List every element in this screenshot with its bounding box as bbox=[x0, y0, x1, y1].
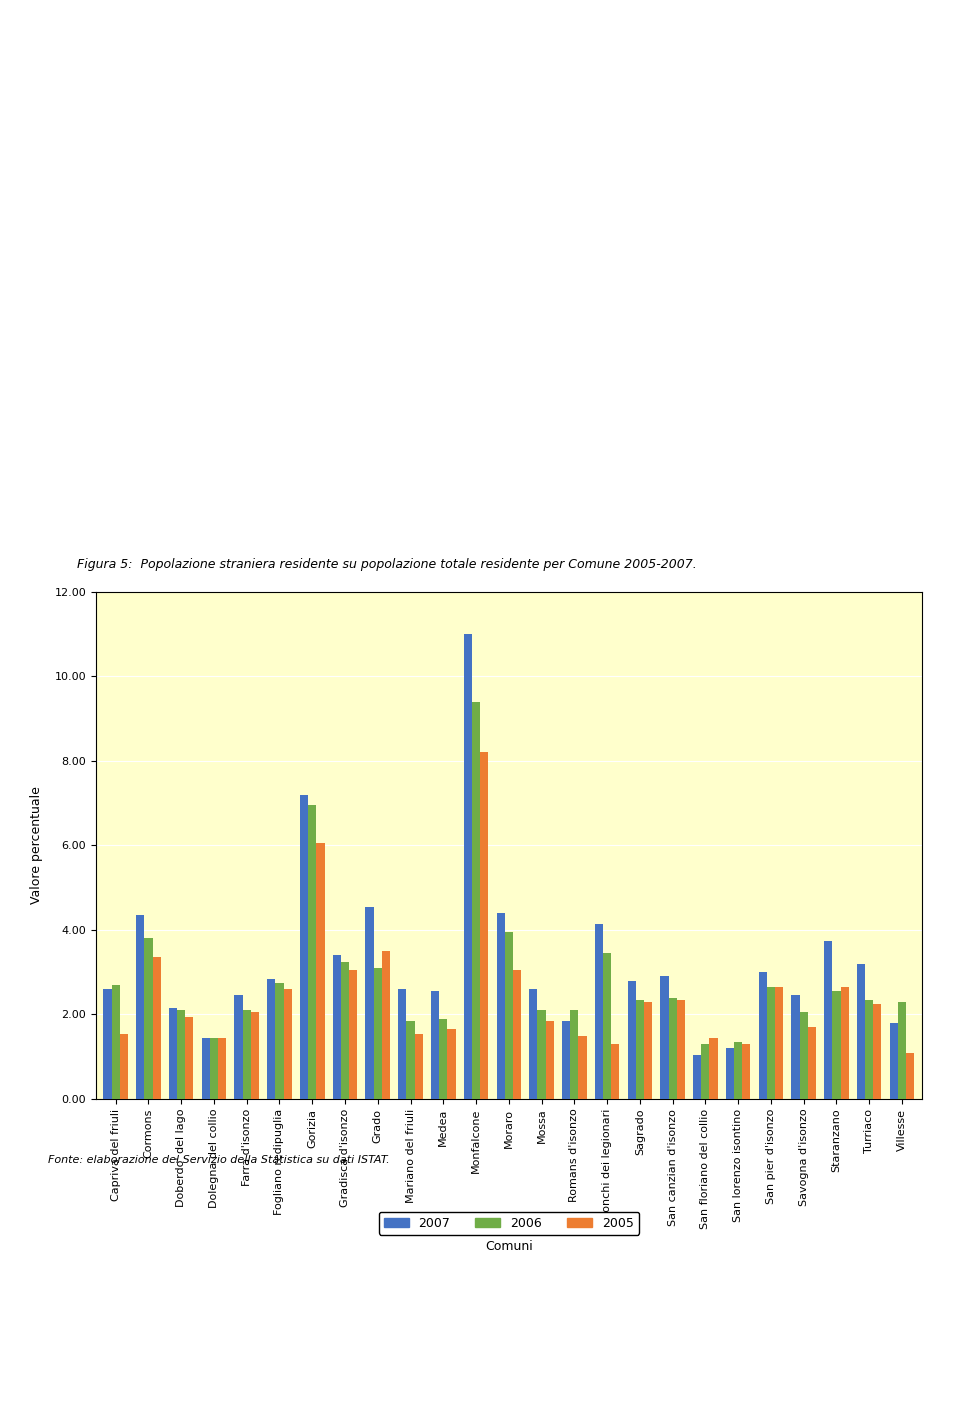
Bar bbox=[800, 1012, 807, 1099]
Bar bbox=[701, 1044, 709, 1099]
X-axis label: Comuni: Comuni bbox=[485, 1240, 533, 1253]
Bar bbox=[177, 1010, 185, 1099]
Bar bbox=[628, 981, 636, 1099]
Bar bbox=[636, 1000, 644, 1099]
Bar bbox=[464, 634, 472, 1099]
Bar bbox=[349, 969, 357, 1099]
Bar bbox=[341, 961, 349, 1099]
Bar bbox=[660, 976, 668, 1099]
Bar bbox=[906, 1053, 914, 1099]
Bar bbox=[734, 1043, 742, 1099]
Bar bbox=[373, 968, 382, 1099]
Bar bbox=[243, 1010, 251, 1099]
Bar bbox=[758, 972, 767, 1099]
Bar bbox=[538, 1010, 545, 1099]
Bar bbox=[865, 1000, 874, 1099]
Bar bbox=[283, 989, 292, 1099]
Bar bbox=[709, 1037, 718, 1099]
Bar bbox=[382, 951, 390, 1099]
Bar bbox=[202, 1037, 210, 1099]
Y-axis label: Valore percentuale: Valore percentuale bbox=[31, 786, 43, 905]
Bar bbox=[545, 1020, 554, 1099]
Bar bbox=[570, 1010, 579, 1099]
Bar bbox=[767, 986, 775, 1099]
Bar bbox=[234, 995, 243, 1099]
Bar bbox=[276, 983, 283, 1099]
Bar bbox=[857, 964, 865, 1099]
Bar bbox=[111, 985, 120, 1099]
Bar bbox=[824, 941, 832, 1099]
Bar bbox=[104, 989, 111, 1099]
Bar bbox=[791, 995, 800, 1099]
Bar bbox=[267, 978, 276, 1099]
Bar bbox=[366, 907, 373, 1099]
Bar bbox=[144, 938, 153, 1099]
Bar bbox=[677, 1000, 684, 1099]
Bar bbox=[317, 843, 324, 1099]
Bar bbox=[693, 1054, 701, 1099]
Bar bbox=[120, 1034, 128, 1099]
Bar bbox=[496, 913, 505, 1099]
Text: Figura 5:  Popolazione straniera residente su popolazione totale residente per C: Figura 5: Popolazione straniera resident… bbox=[77, 558, 697, 571]
Legend: 2007, 2006, 2005: 2007, 2006, 2005 bbox=[378, 1212, 639, 1234]
Bar bbox=[726, 1048, 734, 1099]
Bar bbox=[529, 989, 538, 1099]
Bar bbox=[579, 1036, 587, 1099]
Bar bbox=[595, 924, 603, 1099]
Bar bbox=[898, 1002, 906, 1099]
Bar bbox=[415, 1034, 422, 1099]
Bar bbox=[874, 1003, 881, 1099]
Bar bbox=[218, 1037, 227, 1099]
Bar bbox=[439, 1019, 447, 1099]
Bar bbox=[251, 1012, 259, 1099]
Bar bbox=[612, 1044, 619, 1099]
Bar bbox=[603, 952, 612, 1099]
Bar bbox=[742, 1044, 751, 1099]
Bar bbox=[185, 1017, 194, 1099]
Bar bbox=[333, 955, 341, 1099]
Bar bbox=[480, 752, 489, 1099]
Bar bbox=[644, 1002, 652, 1099]
Bar bbox=[398, 989, 406, 1099]
Bar bbox=[406, 1020, 415, 1099]
Bar bbox=[300, 795, 308, 1099]
Bar bbox=[153, 958, 160, 1099]
Text: Fonte: elaborazione del Servizio della Statistica su dati ISTAT.: Fonte: elaborazione del Servizio della S… bbox=[48, 1155, 390, 1165]
Bar bbox=[169, 1009, 177, 1099]
Bar bbox=[513, 969, 521, 1099]
Bar bbox=[890, 1023, 898, 1099]
Bar bbox=[832, 992, 841, 1099]
Bar bbox=[505, 933, 513, 1099]
Bar bbox=[308, 806, 317, 1099]
Bar bbox=[807, 1027, 816, 1099]
Bar bbox=[562, 1020, 570, 1099]
Bar bbox=[210, 1037, 218, 1099]
Bar bbox=[136, 916, 144, 1099]
Bar bbox=[431, 992, 439, 1099]
Bar bbox=[775, 986, 783, 1099]
Bar bbox=[472, 702, 480, 1099]
Bar bbox=[841, 986, 849, 1099]
Bar bbox=[668, 998, 677, 1099]
Bar bbox=[447, 1029, 456, 1099]
